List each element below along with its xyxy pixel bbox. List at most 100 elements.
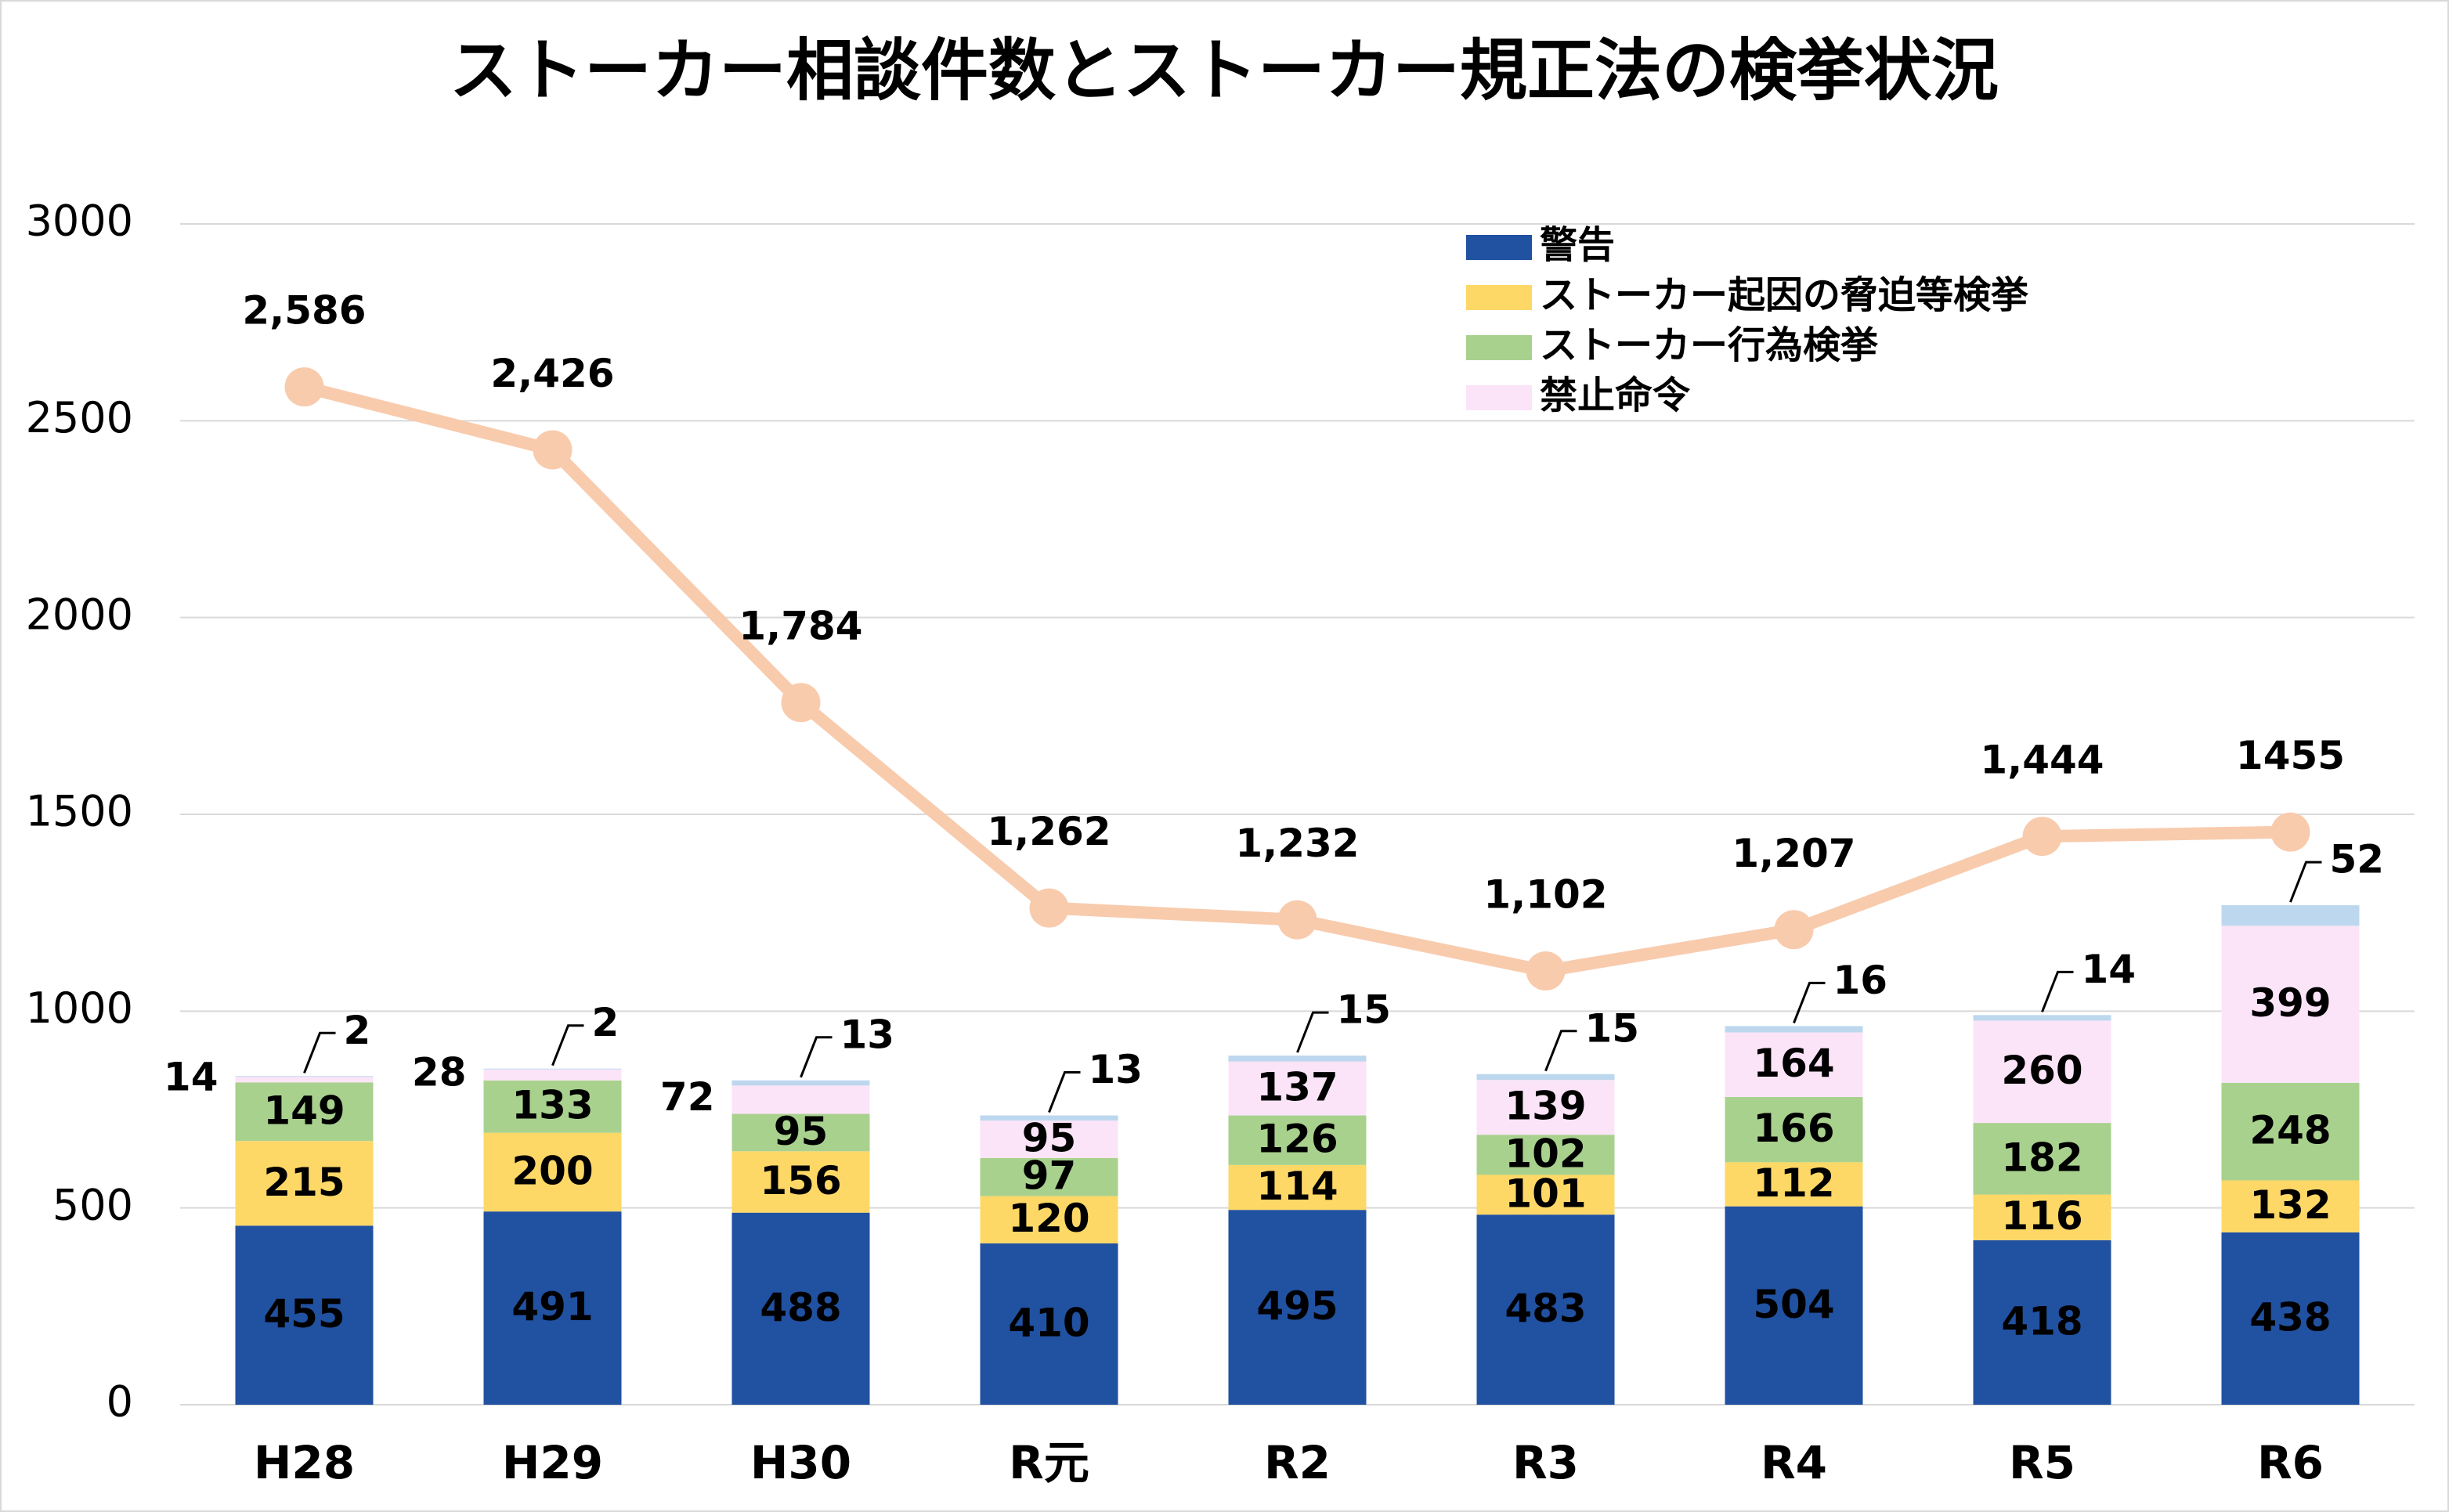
bar-segment [1228, 1210, 1367, 1405]
bar-segment [731, 1151, 870, 1213]
bar-segment [1973, 1194, 2111, 1240]
data-label: 483 [1504, 1286, 1586, 1331]
x-tick-label: H30 [750, 1436, 851, 1489]
data-label: 2 [592, 1000, 619, 1045]
bar-segment [731, 1212, 870, 1405]
y-tick-label: 3000 [26, 197, 133, 246]
line-label: 1,207 [1732, 831, 1855, 876]
data-label: 114 [1256, 1164, 1338, 1209]
x-tick-label: R2 [1264, 1436, 1331, 1489]
bar-segment [1725, 1026, 1863, 1033]
bar-segment [235, 1225, 374, 1405]
data-label: 488 [760, 1285, 841, 1330]
line-marker [1029, 888, 1069, 928]
line-marker [781, 683, 821, 723]
bar-segment [1228, 1164, 1367, 1211]
legend-label: ストーカー起因の脅迫等検挙 [1540, 273, 2028, 317]
bar-segment [1973, 1015, 2111, 1021]
bar-segment [980, 1243, 1118, 1405]
line-marker [284, 367, 324, 407]
bar-segment [1973, 1240, 2111, 1405]
data-label: 438 [2249, 1294, 2331, 1340]
bar-segment [1228, 1056, 1367, 1062]
data-label: 13 [840, 1012, 895, 1057]
data-label: 112 [1753, 1160, 1834, 1206]
data-label: 13 [1089, 1047, 1143, 1092]
chart-title: ストーカー相談件数とストーカー規正法の検挙状況 [450, 31, 1999, 110]
y-tick-label: 2000 [26, 590, 133, 639]
bar-segment [483, 1080, 622, 1133]
bar-segment [980, 1157, 1118, 1196]
line-marker [1526, 951, 1566, 991]
line-label: 2,426 [490, 351, 614, 396]
bar-segment [731, 1080, 870, 1086]
data-label: 137 [1256, 1065, 1338, 1110]
line-label: 1,784 [739, 604, 862, 649]
line-label: 1455 [2236, 733, 2345, 778]
data-label: 260 [2001, 1048, 2082, 1093]
bar-segment [1476, 1214, 1615, 1405]
bar-segment [731, 1085, 870, 1114]
legend-label: ストーカー行為検挙 [1540, 323, 1878, 367]
bar-segment [483, 1132, 622, 1212]
data-label: 399 [2249, 980, 2331, 1026]
bar-segment [980, 1115, 1118, 1121]
leader-line [1048, 1071, 1081, 1113]
data-label: 126 [1256, 1117, 1338, 1162]
line-marker [1774, 910, 1814, 950]
bar-segment [235, 1077, 374, 1083]
bar-segment [731, 1113, 870, 1152]
bar-segment [1476, 1080, 1615, 1135]
data-label: 120 [1008, 1196, 1089, 1241]
x-tick-label: R元 [1009, 1436, 1089, 1489]
bar-segment [2221, 926, 2360, 1083]
x-tick-label: R4 [1761, 1436, 1827, 1489]
line-marker [533, 430, 573, 470]
data-label: 149 [263, 1088, 345, 1133]
bar-segment [483, 1069, 622, 1081]
line-marker [2270, 812, 2310, 852]
leader-line [551, 1024, 584, 1066]
data-label: 139 [1504, 1084, 1586, 1129]
bar-segment [1228, 1115, 1367, 1165]
y-tick-label: 0 [107, 1377, 133, 1427]
bar-segment [2221, 1082, 2360, 1181]
y-tick-label: 1000 [26, 983, 133, 1033]
bar-segment [2221, 1180, 2360, 1232]
line-label: 1,232 [1235, 821, 1359, 866]
line-marker [2022, 817, 2062, 857]
y-tick-label: 1500 [26, 787, 133, 836]
x-tick-label: R5 [2009, 1436, 2075, 1489]
line-label: 1,444 [1980, 738, 2104, 783]
legend-swatch [1466, 335, 1532, 360]
data-label: 156 [760, 1158, 841, 1203]
data-label: 95 [1022, 1115, 1077, 1160]
data-label: 52 [2330, 837, 2385, 882]
data-label: 455 [263, 1291, 345, 1337]
data-label: 14 [164, 1054, 219, 1099]
legend-swatch [1466, 285, 1532, 310]
data-label: 495 [1256, 1283, 1338, 1329]
bar-segment [980, 1196, 1118, 1243]
leader-line [800, 1036, 833, 1078]
leader-line [303, 1031, 336, 1074]
data-label: 102 [1504, 1131, 1586, 1176]
bar-segment [1973, 1123, 2111, 1195]
bar-segment [1476, 1175, 1615, 1215]
data-label: 504 [1753, 1282, 1834, 1327]
leader-line [1793, 981, 1826, 1023]
y-tick-label: 500 [52, 1180, 133, 1229]
data-label: 15 [1585, 1005, 1640, 1051]
x-tick-label: H29 [502, 1436, 603, 1489]
data-label: 410 [1008, 1300, 1089, 1345]
data-label: 200 [511, 1148, 593, 1193]
bar-segment [2221, 905, 2360, 926]
bar-segment [980, 1120, 1118, 1158]
bar-segment [1973, 1020, 2111, 1124]
x-tick-label: R3 [1512, 1436, 1579, 1489]
bar-segment [1725, 1032, 1863, 1097]
data-label: 491 [511, 1284, 593, 1330]
data-label: 97 [1022, 1153, 1077, 1199]
line-label: 2,586 [242, 288, 366, 334]
data-label: 14 [2082, 947, 2137, 992]
